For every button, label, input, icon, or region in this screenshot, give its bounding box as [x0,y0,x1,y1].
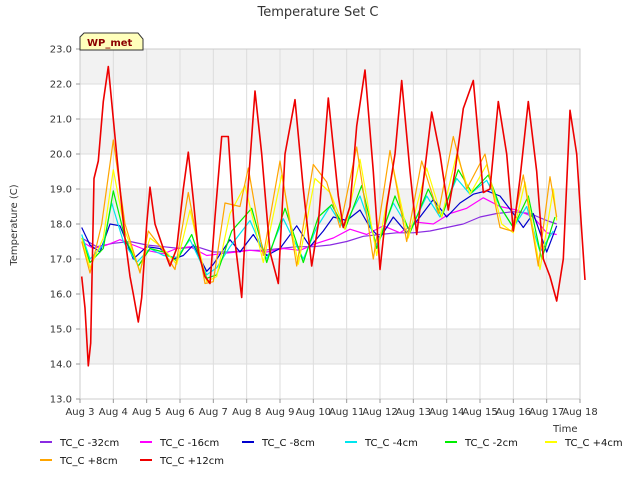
y-tick-label: 17.0 [50,255,72,266]
x-tick-label: Aug 13 [396,407,431,418]
y-tick-label: 15.0 [50,325,72,336]
x-tick-label: Aug 5 [132,407,161,418]
station-badge: WP_met [79,32,144,51]
x-tick-label: Aug 10 [296,407,331,418]
legend-label: TC_C -4cm [364,438,418,449]
legend-label: TC_C +4cm [564,438,623,449]
x-tick-label: Aug 18 [562,407,597,418]
y-tick-label: 13.0 [50,395,72,406]
y-axis-title: Temperature (C) [9,184,20,266]
x-tick-label: Aug 6 [165,407,194,418]
x-tick-label: Aug 17 [529,407,564,418]
x-tick-label: Aug 15 [462,407,497,418]
x-axis-ticks: Aug 3 Aug 4 Aug 5 Aug 6 Aug 7 Aug 8 Aug 9 Aug 1… [65,399,598,418]
x-tick-label: Aug 8 [232,407,261,418]
y-tick-label: 19.0 [50,185,72,196]
x-tick-label: Aug 11 [329,407,364,418]
series-line [81,135,558,285]
x-tick-label: Aug 9 [265,407,294,418]
x-tick-label: Aug 16 [496,407,531,418]
x-axis-title: Time [552,424,577,435]
plot-band [80,49,580,84]
series-lines [80,65,586,367]
y-tick-label: 18.0 [50,220,72,231]
legend-label: TC_C -2cm [464,438,518,449]
legend-label: TC_C +12cm [159,456,224,467]
badge-label: WP_met [87,38,133,49]
legend-label: TC_C -8cm [261,438,315,449]
legend-label: TC_C -16cm [159,438,219,449]
y-tick-label: 23.0 [50,45,72,56]
plot-band [80,119,580,154]
series-line [80,65,586,367]
y-tick-label: 16.0 [50,290,72,301]
x-tick-label: Aug 3 [65,407,94,418]
badge-shape [79,32,144,51]
x-tick-label: Aug 12 [362,407,397,418]
legend: TC_C -32cm TC_C -16cm TC_C -8cm TC_C -4cm TC… [40,438,623,467]
plot-band [80,329,580,364]
y-axis-ticks: 13.0 14.0 15.0 16.0 17.0 18.0 19.0 20.0 21.0 22.0… [50,45,80,406]
x-tick-label: Aug 4 [99,407,128,418]
y-tick-label: 21.0 [50,115,72,126]
x-tick-label: Aug 7 [199,407,228,418]
plot-band [80,259,580,294]
legend-label: TC_C -32cm [59,438,119,449]
chart-title: Temperature Set C [256,5,378,20]
y-tick-label: 20.0 [50,150,72,161]
y-tick-label: 14.0 [50,360,72,371]
x-tick-label: Aug 14 [429,407,464,418]
legend-label: TC_C +8cm [59,456,118,467]
y-tick-label: 22.0 [50,80,72,91]
